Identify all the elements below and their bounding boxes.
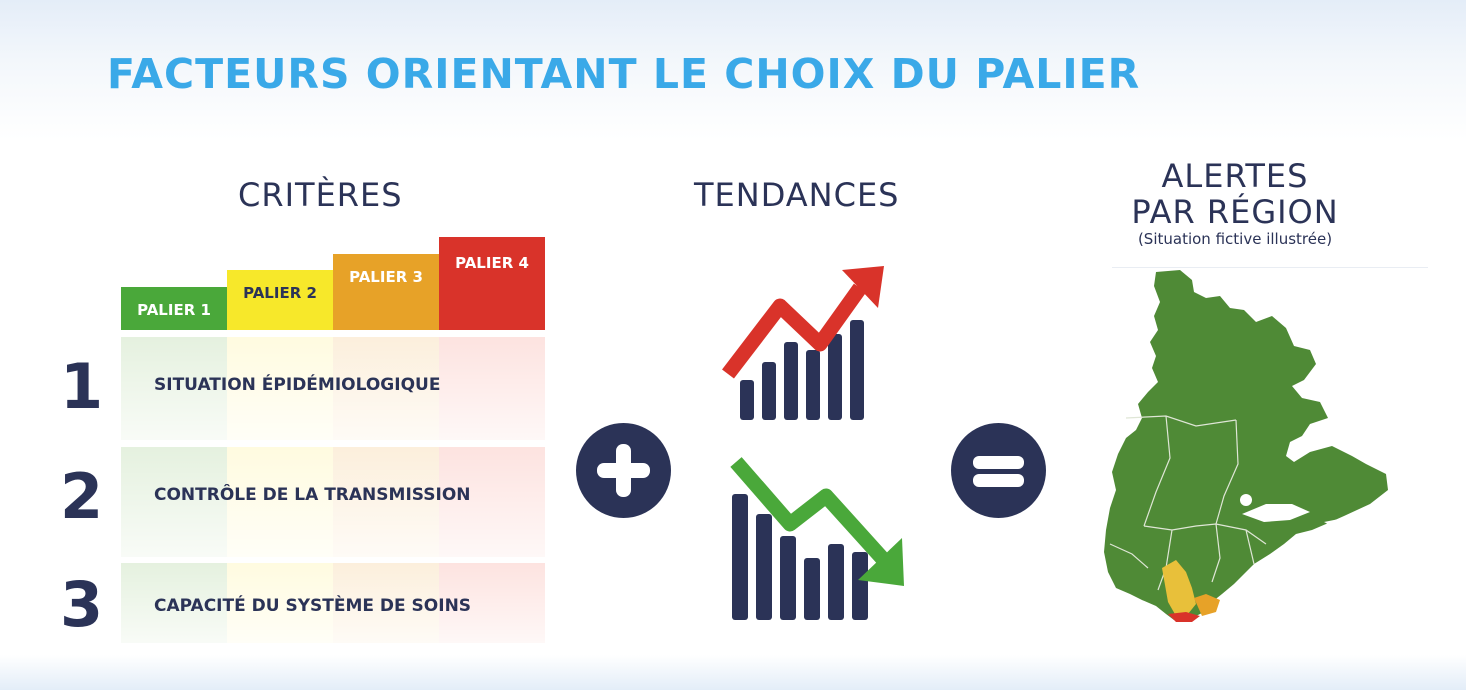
criteria-row-2 [121,447,545,557]
equals-icon [951,423,1046,518]
alertes-heading-line1: ALERTES [1161,157,1309,195]
trend-down-icon [730,457,904,620]
alertes-note: (Situation fictive illustrée) [1137,230,1333,248]
quebec-region-map [1104,270,1388,622]
criteria-label-3: CAPACITÉ DU SYSTÈME DE SOINS [154,596,472,616]
divider [1112,267,1428,268]
criteria-label-1: SITUATION ÉPIDÉMIOLOGIQUE [154,375,441,395]
palier-2-step: PALIER 2 [227,270,333,330]
palier-4-step: PALIER 4 [439,237,545,330]
criteres-heading: CRITÈRES [238,176,403,214]
criteria-number-3: 3 [60,568,104,641]
page-title: FACTEURS ORIENTANT LE CHOIX DU PALIER [107,50,1141,98]
alertes-heading-line2: PAR RÉGION [1131,193,1339,231]
palier-1-step: PALIER 1 [121,287,227,330]
criteria-row-3 [121,563,545,643]
alertes-heading: ALERTES PAR RÉGION [1105,158,1365,230]
criteria-row-1 [121,337,545,440]
palier-3-step: PALIER 3 [333,254,439,330]
tendances-heading: TENDANCES [694,176,900,214]
trend-up-icon [722,266,884,420]
criteria-label-2: CONTRÔLE DE LA TRANSMISSION [154,485,471,505]
criteria-number-1: 1 [60,350,104,423]
criteria-number-2: 2 [60,460,104,533]
plus-icon [576,423,671,518]
